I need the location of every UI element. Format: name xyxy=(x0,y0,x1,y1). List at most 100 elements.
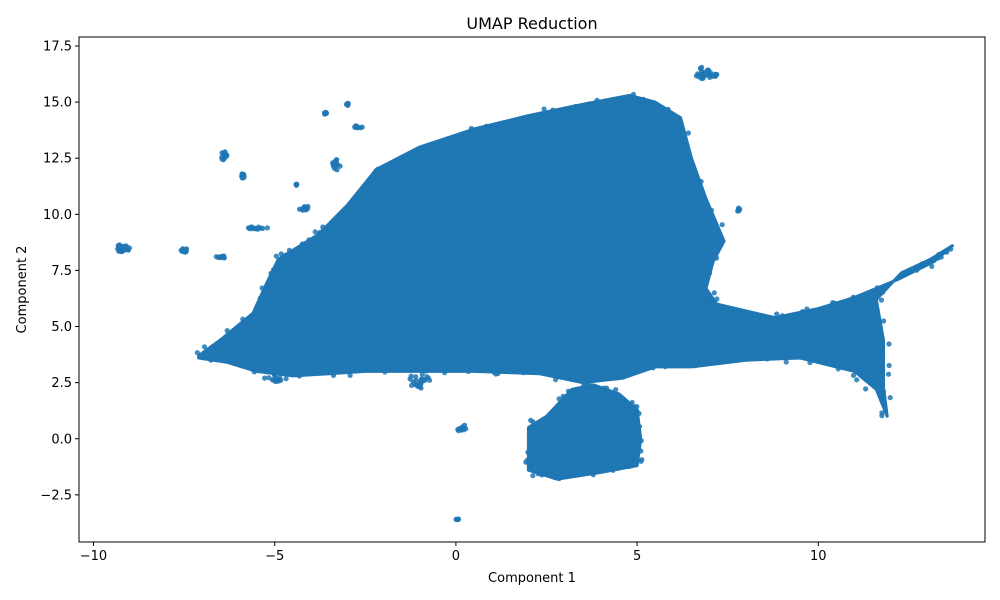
scatter-point xyxy=(337,163,343,169)
scatter-point xyxy=(548,473,554,479)
scatter-point xyxy=(528,443,534,449)
scatter-point xyxy=(700,71,706,77)
scatter-point xyxy=(672,361,678,368)
scatter-point xyxy=(590,472,596,478)
scatter-point xyxy=(557,403,564,409)
scatter-point xyxy=(220,157,226,163)
scatter-point xyxy=(283,376,289,382)
scatter-point xyxy=(483,123,490,129)
scatter-point xyxy=(609,392,615,398)
scatter-point xyxy=(121,245,127,252)
scatter-point xyxy=(215,254,221,260)
scatter-point xyxy=(875,382,881,388)
scatter-point xyxy=(832,300,838,306)
scatter-points xyxy=(115,64,954,523)
scatter-point xyxy=(881,318,887,324)
scatter-point xyxy=(783,359,789,365)
scatter-point xyxy=(806,309,812,316)
scatter-point xyxy=(525,449,531,455)
scatter-point xyxy=(679,141,686,147)
scatter-point xyxy=(468,125,474,132)
scatter-point xyxy=(905,269,911,276)
scatter-point xyxy=(698,65,704,71)
scatter-point xyxy=(330,372,337,378)
scatter-point xyxy=(419,371,425,377)
scatter-point xyxy=(886,362,892,369)
scatter-point xyxy=(284,370,290,376)
scatter-point xyxy=(835,366,841,372)
scatter-point xyxy=(460,425,466,431)
scatter-point xyxy=(556,396,562,402)
scatter-point xyxy=(353,123,359,129)
scatter-point xyxy=(712,71,718,77)
scatter-point xyxy=(277,375,283,381)
scatter-point xyxy=(293,182,299,188)
scatter-point xyxy=(249,366,255,372)
scatter-point xyxy=(262,290,268,296)
scatter-point xyxy=(629,399,635,406)
scatter-point xyxy=(543,468,550,474)
x-tick-label: −5 xyxy=(265,549,284,564)
scatter-point xyxy=(931,256,937,262)
scatter-point xyxy=(948,246,954,252)
scatter-point xyxy=(629,460,636,466)
scatter-point xyxy=(262,375,268,381)
scatter-point xyxy=(698,178,704,185)
scatter-point xyxy=(530,473,536,479)
scatter-point xyxy=(442,370,448,376)
scatter-point xyxy=(321,110,328,116)
scatter-point xyxy=(685,130,692,136)
scatter-point xyxy=(634,408,640,414)
scatter-point xyxy=(317,229,323,236)
scatter-point xyxy=(863,386,869,392)
scatter-point xyxy=(259,285,265,291)
scatter-point xyxy=(687,168,693,174)
scatter-point xyxy=(633,426,639,432)
scatter-point xyxy=(874,285,880,291)
scatter-point xyxy=(711,290,717,296)
scatter-point xyxy=(224,328,230,334)
scatter-point xyxy=(629,412,636,418)
scatter-point xyxy=(693,363,699,369)
scatter-point xyxy=(650,365,656,371)
scatter-point xyxy=(850,372,857,378)
scatter-point xyxy=(859,373,865,379)
scatter-point xyxy=(338,368,344,374)
scatter-point xyxy=(276,267,282,273)
scatter-point xyxy=(330,162,336,168)
scatter-point xyxy=(535,471,541,477)
scatter-point xyxy=(529,463,535,469)
scatter-point xyxy=(528,417,534,423)
scatter-point xyxy=(569,472,575,478)
y-tick-label: 12.5 xyxy=(43,152,72,167)
scatter-point xyxy=(700,75,706,81)
scatter-point xyxy=(613,387,619,393)
scatter-point xyxy=(764,356,770,362)
scatter-point xyxy=(887,395,893,401)
x-axis: −10 −5 0 5 10 xyxy=(80,542,827,564)
scatter-point xyxy=(633,369,640,375)
scatter-point xyxy=(240,316,246,322)
scatter-point xyxy=(626,463,632,469)
scatter-point xyxy=(264,225,270,231)
scatter-point xyxy=(714,296,720,302)
scatter-point xyxy=(299,241,305,247)
scatter-point xyxy=(495,122,501,128)
scatter-point xyxy=(254,226,260,232)
scatter-point xyxy=(857,367,863,373)
scatter-point xyxy=(455,516,461,523)
scatter-point xyxy=(880,389,887,395)
scatter-point xyxy=(541,106,547,112)
scatter-point xyxy=(417,378,423,384)
scatter-point xyxy=(249,315,255,321)
scatter-point xyxy=(521,370,527,376)
scatter-point xyxy=(116,243,122,249)
scatter-point xyxy=(572,104,578,110)
scatter-point xyxy=(850,294,856,300)
plot-frame xyxy=(78,36,986,543)
scatter-point xyxy=(630,454,636,460)
scatter-point xyxy=(201,344,208,350)
scatter-point xyxy=(413,374,419,380)
scatter-point xyxy=(774,311,780,317)
scatter-point xyxy=(495,370,501,377)
